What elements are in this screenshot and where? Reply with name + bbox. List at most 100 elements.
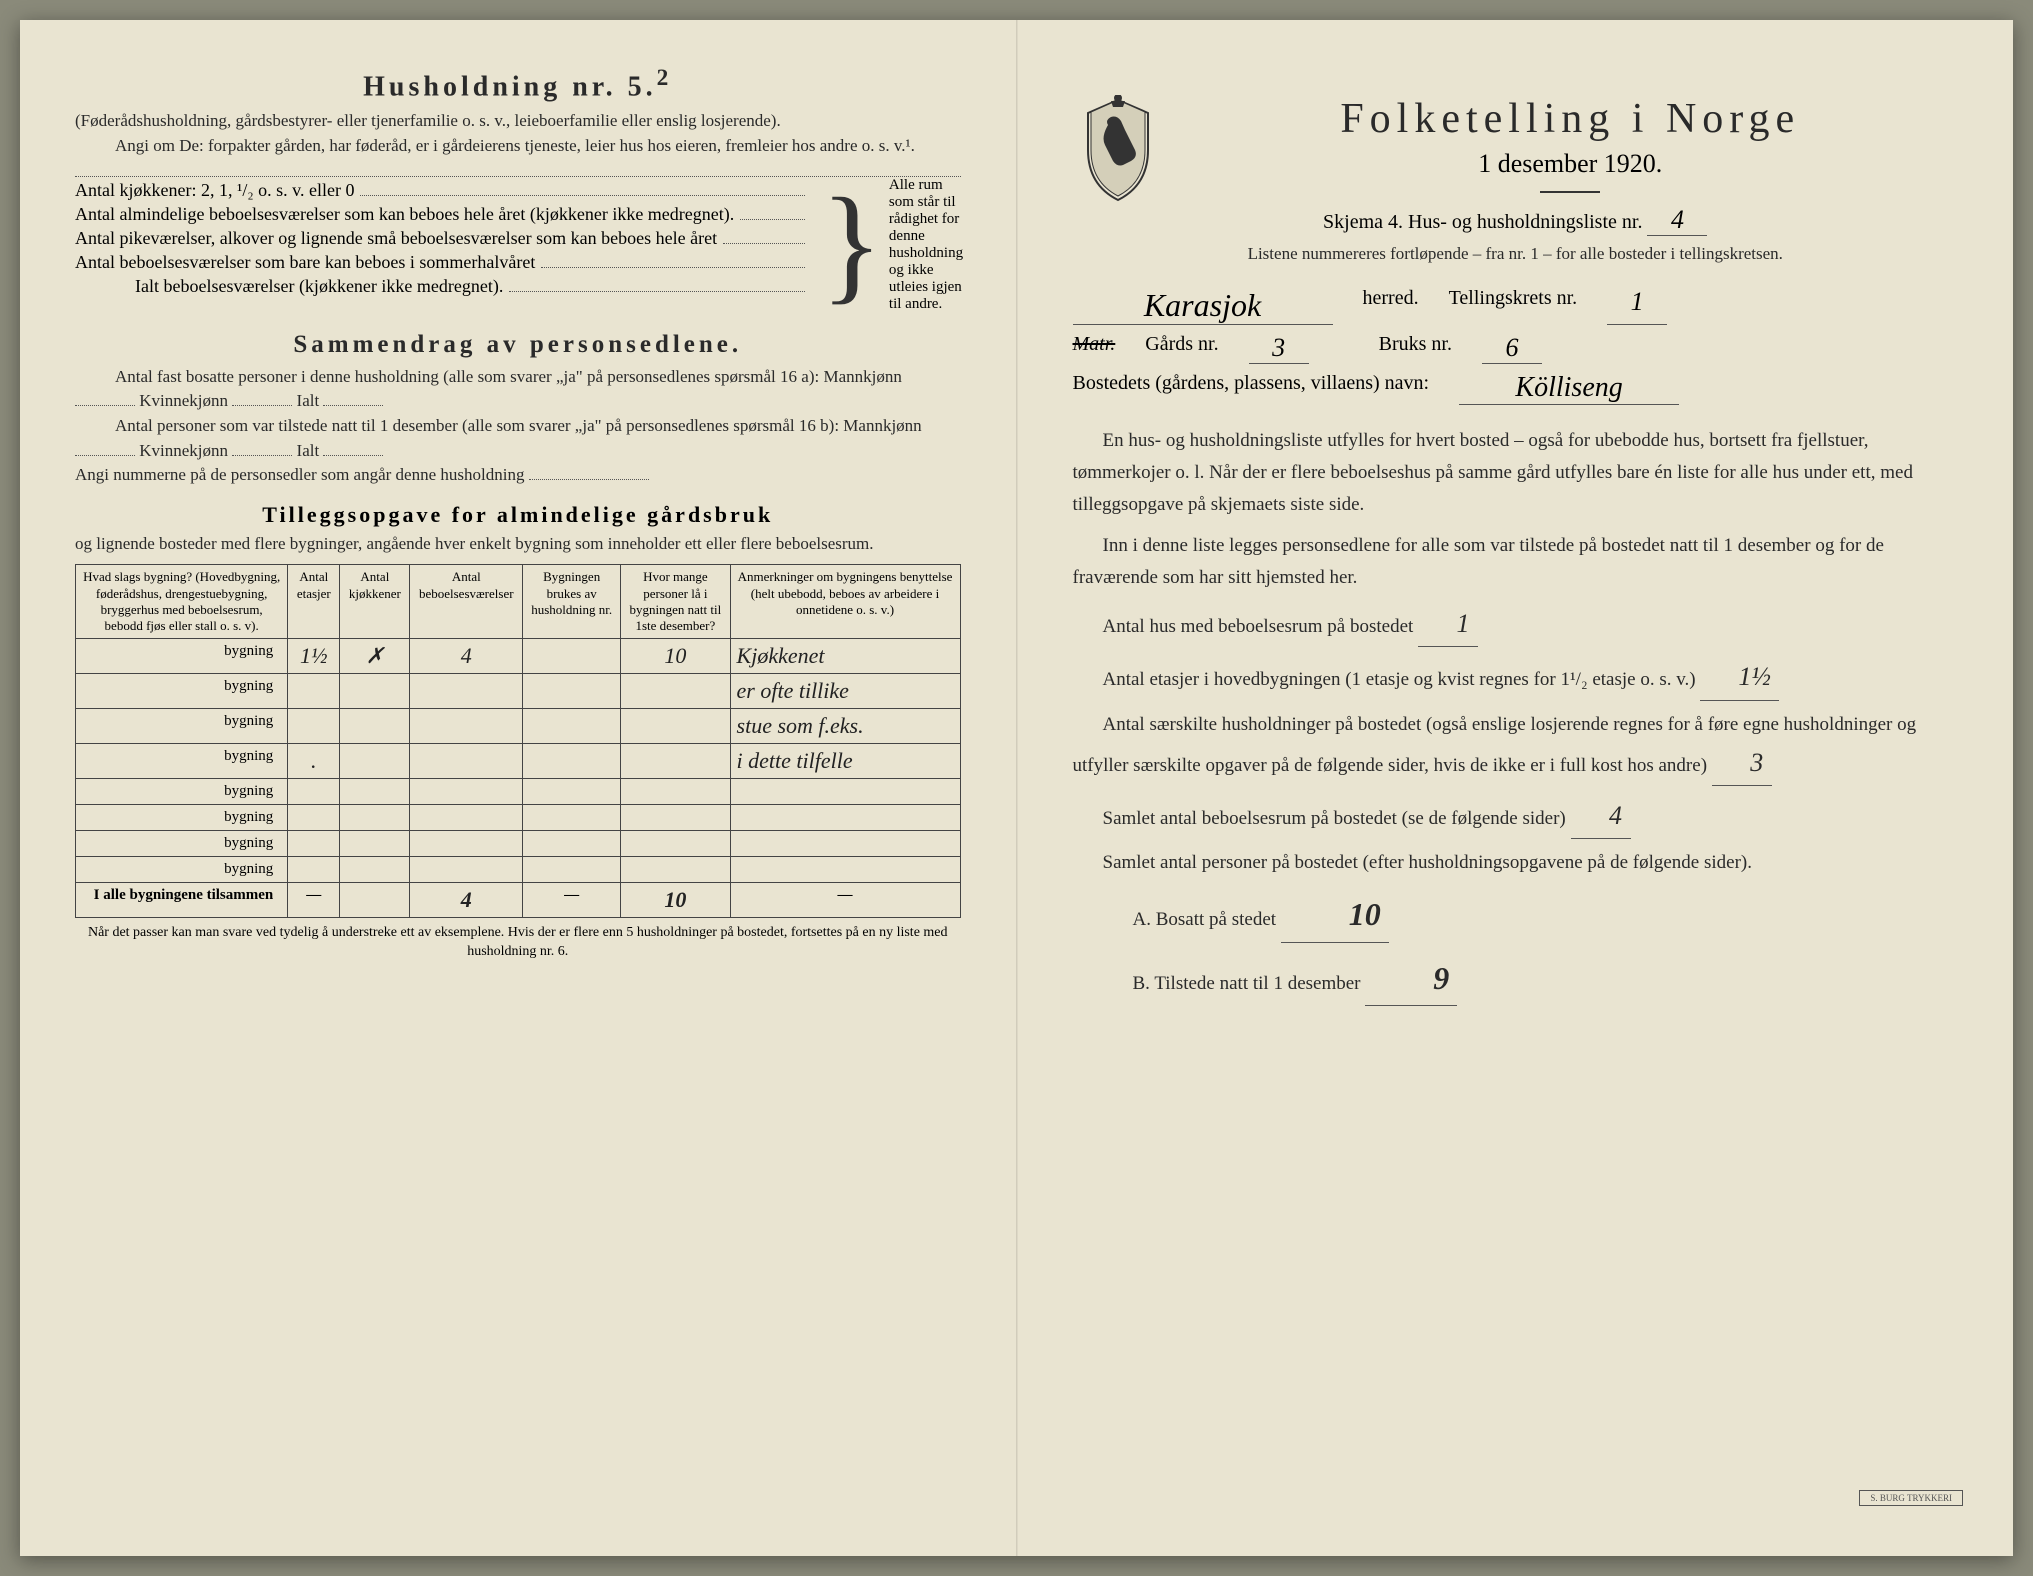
table-header-row: Hvad slags bygning? (Hovedbygning, føder… (76, 565, 961, 639)
bracket-l3-text: Antal pikeværelser, alkover og lignende … (75, 228, 717, 249)
s2-ialt2: Ialt (297, 441, 320, 460)
title-sup: 2 (657, 65, 673, 91)
bosted-row: Bostedets (gårdens, plassens, villaens) … (1073, 372, 1959, 405)
paragraph-2: Angi om De: forpakter gården, har føderå… (75, 134, 961, 159)
paragraph-1: (Føderådshusholdning, gårdsbestyrer- ell… (75, 109, 961, 134)
cell-pers (621, 779, 730, 805)
qB-value: 9 (1365, 951, 1457, 1006)
row-label: bygning (76, 709, 288, 744)
cell-etasjer (288, 779, 340, 805)
form-nr-value: 4 (1647, 205, 1707, 236)
qA-row: A. Bosatt på stedet 10 (1073, 887, 1959, 942)
q3-label: Antal særskilte husholdninger på bostede… (1073, 714, 1917, 776)
cell-vaer (410, 831, 523, 857)
krets-label: Tellingskrets nr. (1449, 287, 1578, 325)
matr-label: Matr. (1073, 333, 1116, 364)
table-row: bygning1½✗410Kjøkkenet (76, 639, 961, 674)
cell-anm: Kjøkkenet (730, 639, 960, 674)
row-label: bygning (76, 674, 288, 709)
tot-vaer: 4 (410, 883, 523, 918)
s2-ialt: Ialt (297, 391, 320, 410)
date-line: 1 desember 1920. (1183, 149, 1959, 179)
q3-row: Antal særskilte husholdninger på bostede… (1073, 709, 1959, 786)
cell-anm: i dette tilfelle (730, 744, 960, 779)
th-etasjer: Antal etasjer (288, 565, 340, 639)
row-label: bygning (76, 805, 288, 831)
bracket-side-text: Alle rum som står til rådighet for denne… (889, 177, 963, 313)
cell-etasjer: 1½ (288, 639, 340, 674)
cell-anm (730, 857, 960, 883)
cell-etasjer (288, 805, 340, 831)
th-kjokken: Antal kjøkkener (340, 565, 410, 639)
bracket-l5-text: Ialt beboelsesværelser (kjøkkener ikke m… (135, 276, 503, 297)
bosted-label: Bostedets (gårdens, plassens, villaens) … (1073, 372, 1430, 405)
qA-label: A. Bosatt på stedet (1133, 909, 1277, 930)
bruks-value: 6 (1482, 333, 1542, 364)
cell-pers (621, 857, 730, 883)
bracket-line-5: Ialt beboelsesværelser (kjøkkener ikke m… (75, 276, 811, 297)
cell-vaer (410, 779, 523, 805)
bruks-label: Bruks nr. (1379, 333, 1452, 364)
cell-anm (730, 831, 960, 857)
main-title: Folketelling i Norge (1183, 95, 1959, 143)
tot-hush: — (523, 883, 621, 918)
th-vaer: Antal beboelsesværelser (410, 565, 523, 639)
cell-vaer (410, 857, 523, 883)
table-row: bygning er ofte tillike (76, 674, 961, 709)
cell-pers (621, 744, 730, 779)
section3-title: Tilleggsopgave for almindelige gårdsbruk (75, 502, 961, 528)
cell-hush (523, 857, 621, 883)
cell-hush (523, 674, 621, 709)
qB-label: B. Tilstede natt til 1 desember (1133, 973, 1361, 994)
left-page: Husholdning nr. 5.2 (Føderådshusholdning… (20, 20, 1017, 1556)
cell-anm: stue som f.eks. (730, 709, 960, 744)
divider (1540, 191, 1600, 193)
right-page: Folketelling i Norge 1 desember 1920. Sk… (1017, 20, 2014, 1556)
th-anm: Anmerkninger om bygningens benyttelse (h… (730, 565, 960, 639)
bracket-line-3: Antal pikeværelser, alkover og lignende … (75, 228, 811, 249)
qA-value: 10 (1281, 887, 1389, 942)
s2-l1-text: Antal fast bosatte personer i denne hush… (115, 367, 902, 386)
cell-pers (621, 805, 730, 831)
cell-hush (523, 744, 621, 779)
table-row: bygning (76, 805, 961, 831)
footnote: Når det passer kan man svare ved tydelig… (75, 924, 961, 960)
cell-anm (730, 805, 960, 831)
q1-label: Antal hus med beboelsesrum på bostedet (1103, 616, 1414, 637)
cell-kjokken (340, 779, 410, 805)
bracket-l4-text: Antal beboelsesværelser som bare kan beb… (75, 252, 535, 273)
cell-pers (621, 674, 730, 709)
cell-hush (523, 805, 621, 831)
q1-value: 1 (1418, 602, 1478, 647)
table-row: bygning (76, 779, 961, 805)
cell-kjokken (340, 744, 410, 779)
bracket-l1-text: Antal kjøkkener: 2, 1, ¹/₂ o. s. v. elle… (75, 180, 354, 201)
s2-line1: Antal fast bosatte personer i denne hush… (75, 365, 961, 414)
bracket-line-1: Antal kjøkkener: 2, 1, ¹/₂ o. s. v. elle… (75, 180, 811, 201)
cell-pers (621, 831, 730, 857)
list-note: Listene nummereres fortløpende – fra nr.… (1073, 242, 1959, 267)
row-label: bygning (76, 779, 288, 805)
q4-label: Samlet antal beboelsesrum på bostedet (s… (1103, 808, 1566, 829)
cell-hush (523, 831, 621, 857)
cell-hush (523, 779, 621, 805)
q2-label: Antal etasjer i hovedbygningen (1 etasje… (1103, 669, 1696, 690)
gards-row: Matr. Gårds nr. 3 Bruks nr. 6 (1073, 333, 1959, 364)
herred-label: herred. (1363, 287, 1419, 325)
cell-vaer: 4 (410, 639, 523, 674)
household-title: Husholdning nr. 5.2 (75, 65, 961, 103)
krets-value: 1 (1607, 287, 1667, 325)
cell-hush (523, 639, 621, 674)
cell-kjokken (340, 709, 410, 744)
building-table: Hvad slags bygning? (Hovedbygning, føder… (75, 564, 961, 918)
totals-label: I alle bygningene tilsammen (76, 883, 288, 918)
q5-row: Samlet antal personer på bostedet (efter… (1073, 847, 1959, 879)
cell-hush (523, 709, 621, 744)
gards-value: 3 (1249, 333, 1309, 364)
cell-anm: er ofte tillike (730, 674, 960, 709)
s2-line2: Antal personer som var tilstede natt til… (75, 414, 961, 463)
section2-title: Sammendrag av personsedlene. (75, 331, 961, 359)
s2-kv2: Kvinnekjønn (139, 441, 228, 460)
q2-value: 1½ (1700, 655, 1779, 700)
s2-l2-text: Antal personer som var tilstede natt til… (115, 416, 922, 435)
